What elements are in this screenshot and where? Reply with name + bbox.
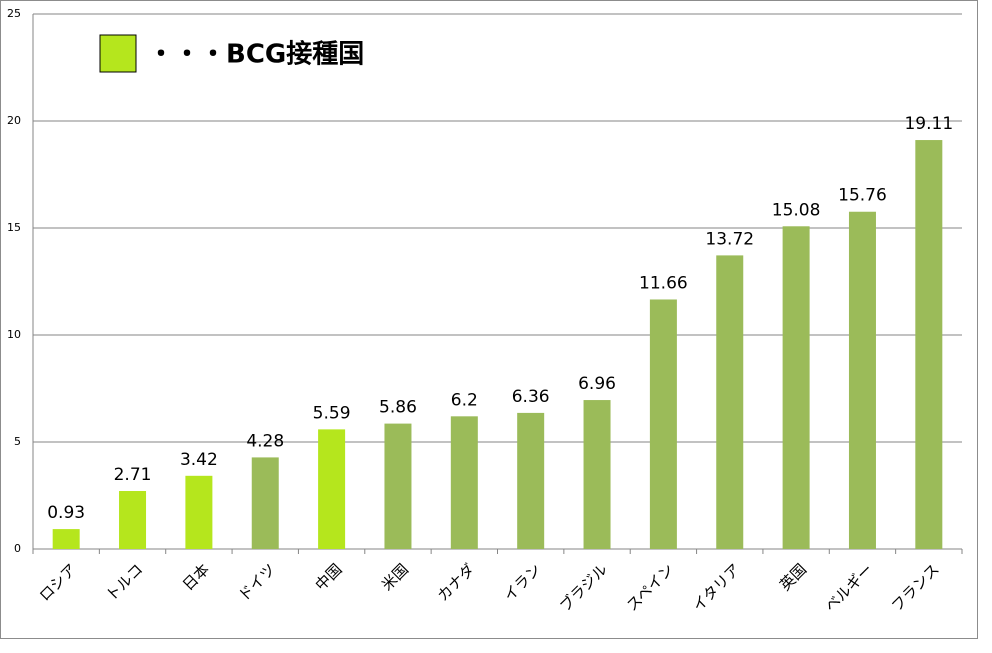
bar bbox=[251, 457, 279, 549]
bar bbox=[517, 412, 545, 549]
data-label: 13.72 bbox=[705, 229, 754, 249]
legend-swatch bbox=[99, 34, 137, 73]
bar bbox=[450, 416, 478, 549]
y-tick-label: 15 bbox=[7, 221, 21, 234]
bar bbox=[52, 529, 80, 549]
data-label: 19.11 bbox=[904, 114, 953, 134]
data-label: 6.2 bbox=[451, 390, 478, 410]
data-label: 6.96 bbox=[578, 374, 616, 394]
bar bbox=[583, 400, 611, 549]
bar bbox=[848, 211, 876, 549]
data-label: 6.36 bbox=[512, 387, 550, 407]
data-label: 5.86 bbox=[379, 398, 417, 418]
bar bbox=[119, 491, 147, 549]
bar bbox=[716, 255, 744, 549]
data-label: 2.71 bbox=[114, 465, 152, 485]
legend-label: ・・・BCG接種国 bbox=[148, 40, 364, 70]
bar bbox=[318, 429, 346, 549]
data-label: 15.08 bbox=[772, 200, 821, 220]
data-label: 3.42 bbox=[180, 450, 218, 470]
y-tick-label: 0 bbox=[14, 542, 21, 555]
data-label: 4.28 bbox=[246, 431, 284, 451]
y-tick-label: 20 bbox=[7, 114, 21, 127]
bar bbox=[649, 299, 677, 549]
bar bbox=[782, 226, 810, 549]
y-tick-label: 25 bbox=[7, 7, 21, 20]
bar bbox=[185, 475, 213, 549]
data-label: 0.93 bbox=[47, 503, 85, 523]
data-label: 5.59 bbox=[313, 403, 351, 423]
bar bbox=[915, 140, 943, 549]
y-tick-label: 10 bbox=[7, 328, 21, 341]
bar bbox=[384, 423, 412, 549]
chart-frame bbox=[0, 0, 978, 639]
y-tick-label: 5 bbox=[14, 435, 21, 448]
data-label: 15.76 bbox=[838, 186, 887, 206]
data-label: 11.66 bbox=[639, 273, 688, 293]
